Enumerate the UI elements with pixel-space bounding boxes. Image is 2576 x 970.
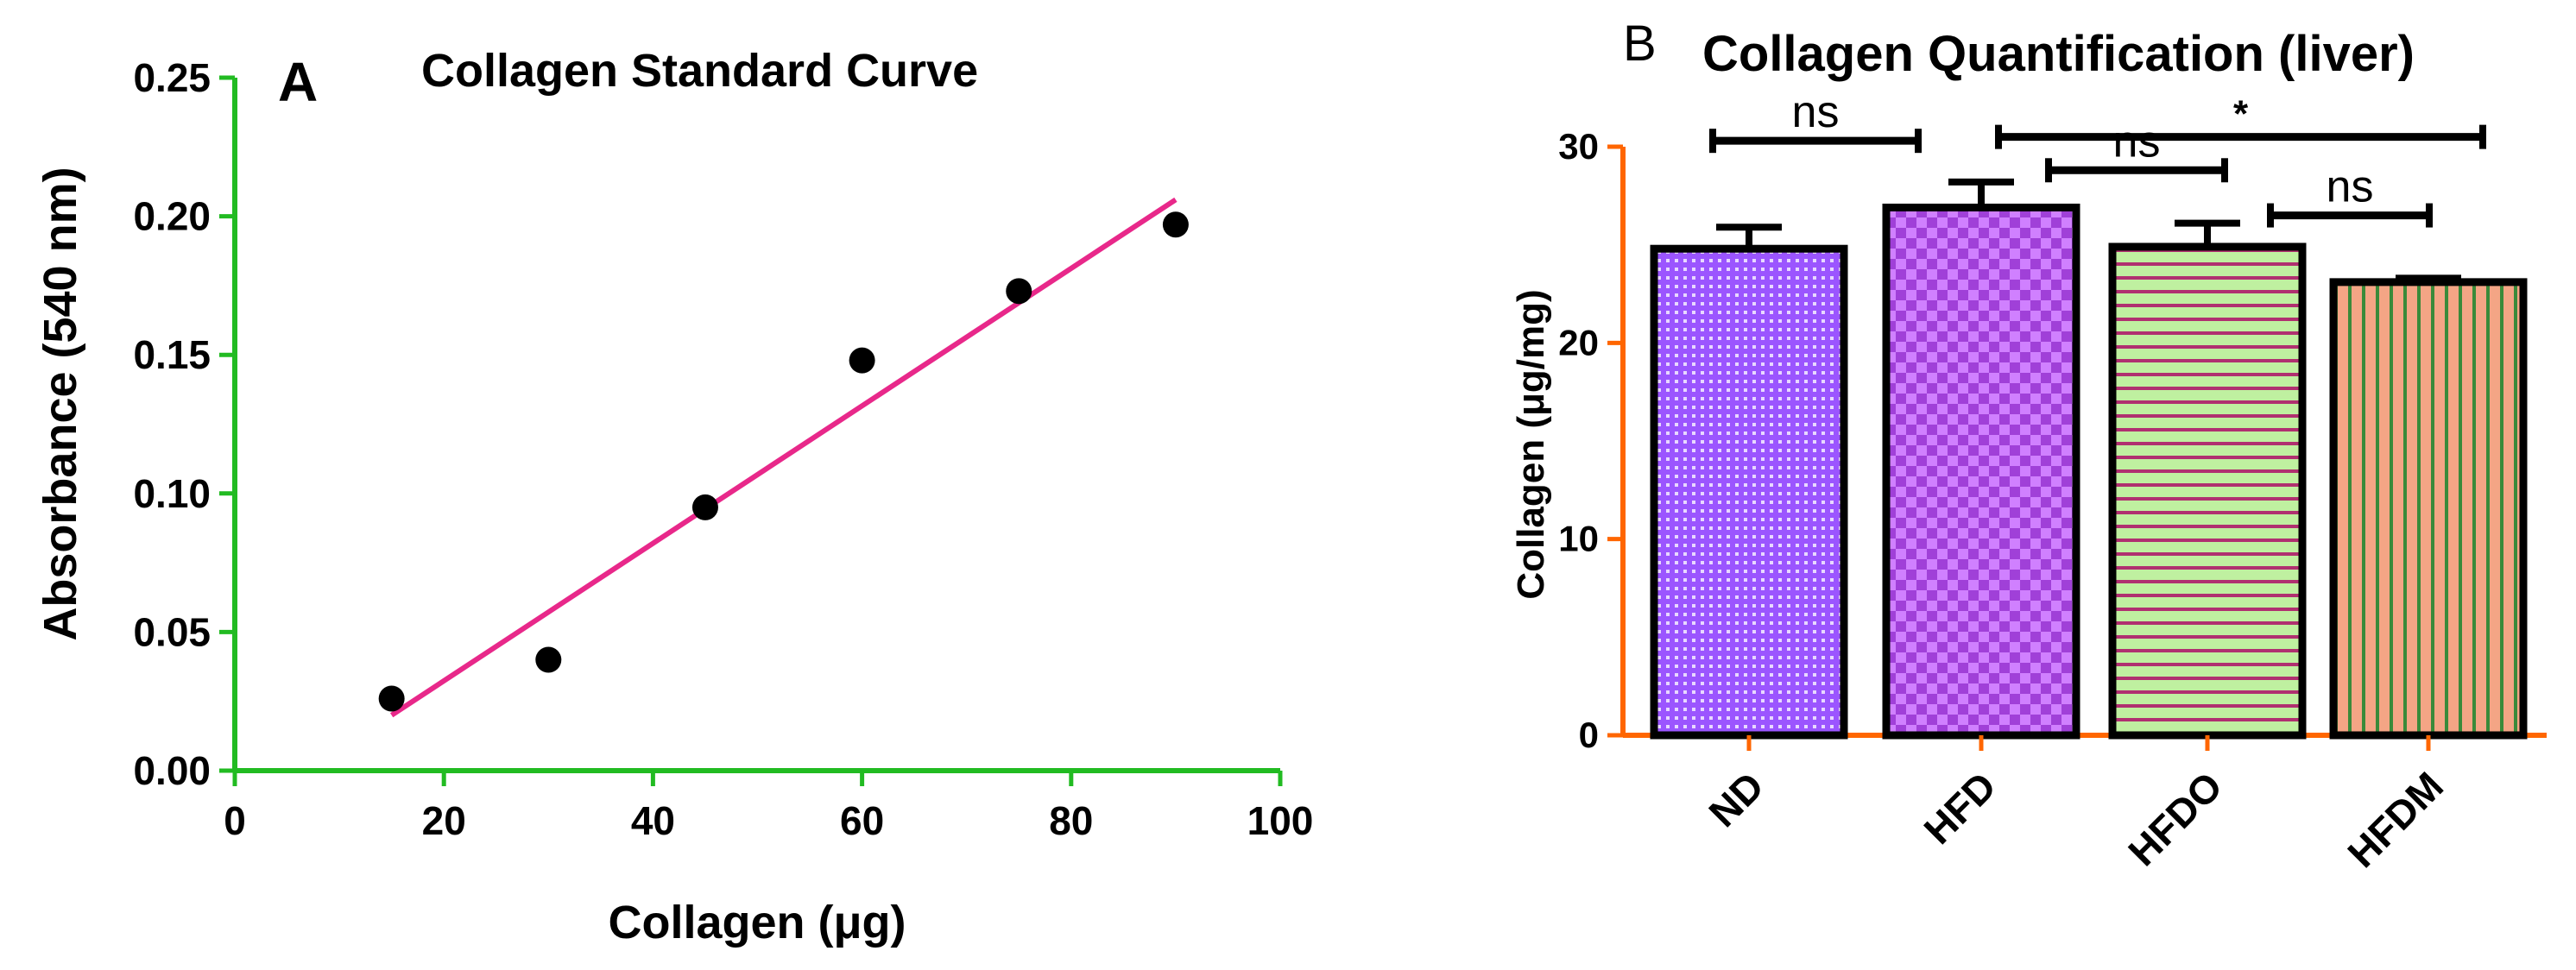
y-tick-label-b: 20	[1558, 322, 1599, 362]
significance-label: ns	[2327, 162, 2374, 212]
significance-label: ns	[2113, 117, 2161, 167]
data-point	[378, 685, 405, 712]
x-tick-label-a: 100	[1247, 798, 1314, 843]
y-tick-label-a: 0.10	[133, 471, 211, 516]
y-tick-label-b: 10	[1558, 519, 1599, 559]
significance-label: *	[2233, 93, 2249, 135]
bar-hfdm	[2329, 278, 2528, 740]
panel-b-letter: B	[1623, 16, 1657, 72]
y-tick-label-a: 0.00	[133, 748, 211, 793]
x-axis-label-a: Collagen (μg)	[608, 897, 906, 948]
data-point	[1162, 211, 1189, 238]
panel-a-letter: A	[278, 51, 318, 113]
panel-a-title: Collagen Standard Curve	[421, 45, 978, 97]
panel-b-title: Collagen Quantification (liver)	[1702, 26, 2415, 82]
bar-hfd	[1882, 203, 2080, 740]
panel-b-bar: B Collagen Quantification (liver) 0 10 20 3…	[1510, 16, 2547, 876]
bar-hfdo	[2108, 243, 2307, 740]
x-tick-label-b: ND	[1700, 763, 1772, 835]
y-tick-label-a: 0.25	[133, 55, 211, 100]
y-axis-label-b: Collagen (μg/mg)	[1510, 289, 1552, 599]
fit-line	[390, 197, 1178, 718]
y-tick-label-a: 0.05	[133, 609, 211, 654]
y-tick-label-a: 0.20	[133, 194, 211, 239]
data-point	[535, 646, 562, 673]
bar-nd	[1650, 244, 1848, 740]
data-point	[1006, 278, 1032, 305]
panel-a-scatter: A Collagen Standard Curve 0.00 0.05 0.10 0.…	[35, 45, 1313, 948]
x-tick-label-a: 20	[422, 798, 466, 843]
significance-label: ns	[1792, 87, 1840, 137]
y-axis-label-a: Absorbance (540 nm)	[35, 167, 86, 640]
x-tick-label-b: HFDO	[2119, 763, 2231, 874]
y-tick-label-b: 0	[1579, 715, 1599, 755]
y-tick-label-b: 30	[1558, 126, 1599, 167]
x-tick-label-b: HFDM	[2339, 763, 2452, 876]
x-tick-label-b: HFD	[1915, 763, 2005, 853]
x-tick-label-a: 60	[840, 798, 884, 843]
x-tick-label-a: 40	[631, 798, 675, 843]
x-tick-label-a: 0	[224, 798, 246, 843]
data-point	[849, 347, 875, 374]
y-tick-label-a: 0.15	[133, 332, 211, 377]
x-tick-label-a: 80	[1049, 798, 1093, 843]
data-point	[691, 494, 718, 520]
